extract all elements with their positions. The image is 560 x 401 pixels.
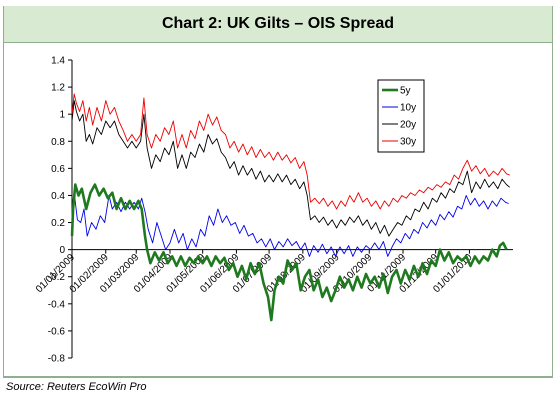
- series-layer: [70, 93, 510, 322]
- y-tick-label: 0.8: [51, 137, 65, 148]
- y-tick-label: 0.2: [51, 218, 65, 229]
- y-tick-label: 1.2: [51, 83, 65, 94]
- series-line-20y: [71, 100, 510, 237]
- y-tick-label: 0.6: [51, 164, 65, 175]
- source-divider: [3, 377, 553, 378]
- y-tick-label: 1: [59, 110, 65, 121]
- y-tick-label: -0.2: [48, 272, 66, 283]
- y-tick-label: 1.4: [51, 56, 65, 67]
- y-tick-label: -0.6: [48, 326, 66, 337]
- y-tick-label: -0.8: [48, 354, 66, 365]
- series-line-10y: [71, 192, 509, 257]
- series-line-5y: [70, 183, 508, 322]
- legend: 5y 10y 20y 30y: [377, 79, 425, 153]
- title-bar: Chart 2: UK Gilts – OIS Spread: [4, 6, 552, 43]
- legend-box: [377, 79, 425, 153]
- chart-title: Chart 2: UK Gilts – OIS Spread: [161, 15, 395, 32]
- y-tick-label: 0: [59, 245, 65, 256]
- legend-label-10y: 10y: [400, 103, 416, 114]
- source-note: Source: Reuters EcoWin Pro: [6, 381, 147, 393]
- legend-label-30y: 30y: [400, 137, 416, 148]
- chart-plot: 1.41.210.80.60.40.20-0.2-0.4-0.6-0.801/0…: [34, 56, 513, 365]
- legend-label-5y: 5y: [400, 86, 411, 97]
- y-tick-label: 0.4: [51, 191, 65, 202]
- y-tick-label: -0.4: [48, 299, 66, 310]
- series-line-30y: [71, 93, 510, 210]
- legend-label-20y: 20y: [400, 120, 416, 131]
